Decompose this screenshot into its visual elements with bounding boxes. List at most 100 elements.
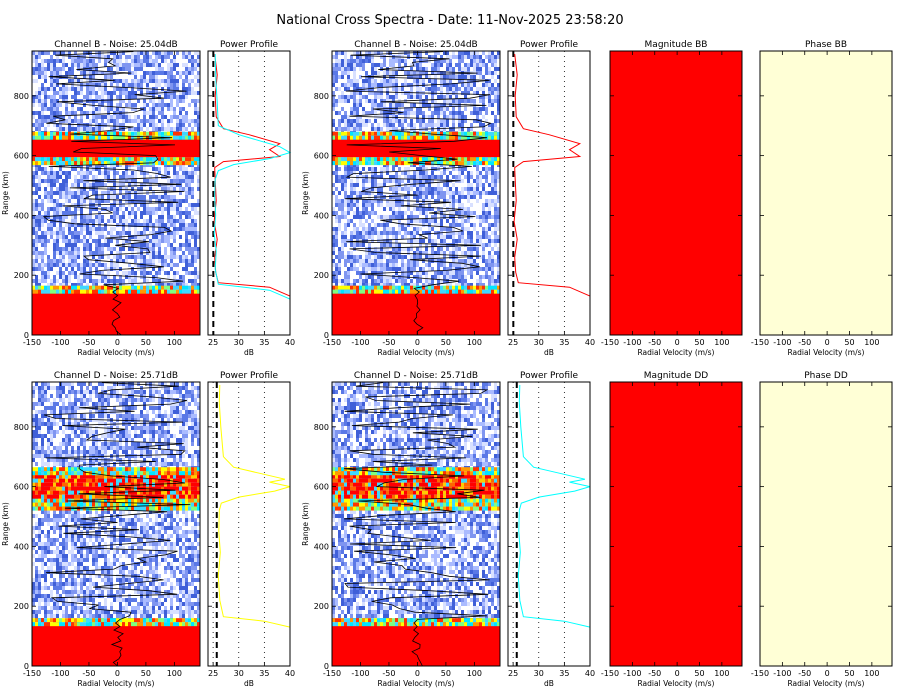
noise-cell xyxy=(395,67,398,71)
x-tick-label: 0 xyxy=(115,338,120,347)
noise-cell xyxy=(341,187,344,191)
noise-cell xyxy=(197,175,200,179)
band-cell xyxy=(173,131,176,136)
noise-cell xyxy=(176,103,179,107)
noise-cell xyxy=(86,95,89,99)
noise-cell xyxy=(122,115,125,119)
noise-cell xyxy=(425,171,428,175)
band-cell xyxy=(191,131,194,136)
noise-cell xyxy=(74,183,77,187)
noise-cell xyxy=(122,187,125,191)
noise-cell xyxy=(443,107,446,111)
noise-cell xyxy=(491,51,494,55)
noise-cell xyxy=(158,247,161,251)
noise-cell xyxy=(95,127,98,131)
noise-cell xyxy=(455,111,458,115)
noise-cell xyxy=(365,59,368,63)
noise-cell xyxy=(170,99,173,103)
noise-cell xyxy=(146,219,149,223)
noise-cell xyxy=(107,119,110,123)
noise-cell xyxy=(473,91,476,95)
noise-cell xyxy=(479,219,482,223)
noise-cell xyxy=(191,283,194,287)
noise-cell xyxy=(113,171,116,175)
noise-cell xyxy=(50,199,53,203)
noise-cell xyxy=(392,63,395,67)
noise-cell xyxy=(338,127,341,131)
noise-cell xyxy=(119,67,122,71)
noise-cell xyxy=(434,75,437,79)
noise-cell xyxy=(401,127,404,131)
noise-cell xyxy=(182,95,185,99)
noise-cell xyxy=(377,199,380,203)
noise-cell xyxy=(92,107,95,111)
noise-cell xyxy=(440,59,443,63)
band-cell xyxy=(92,161,95,166)
noise-cell xyxy=(62,255,65,259)
band-cell xyxy=(110,135,113,140)
noise-cell xyxy=(497,107,500,111)
band-cell xyxy=(182,135,185,140)
noise-cell xyxy=(134,79,137,83)
noise-cell xyxy=(47,183,50,187)
noise-cell xyxy=(422,123,425,127)
noise-cell xyxy=(464,187,467,191)
noise-cell xyxy=(449,215,452,219)
noise-cell xyxy=(62,231,65,235)
noise-cell xyxy=(173,239,176,243)
band-cell xyxy=(59,285,62,290)
noise-cell xyxy=(110,71,113,75)
noise-cell xyxy=(98,83,101,87)
noise-cell xyxy=(419,171,422,175)
noise-cell xyxy=(140,171,143,175)
noise-cell xyxy=(389,79,392,83)
noise-cell xyxy=(77,107,80,111)
noise-cell xyxy=(410,179,413,183)
noise-cell xyxy=(344,123,347,127)
noise-cell xyxy=(35,283,38,287)
noise-cell xyxy=(140,67,143,71)
noise-cell xyxy=(416,55,419,59)
band-cell xyxy=(143,157,146,162)
noise-cell xyxy=(152,119,155,123)
noise-cell xyxy=(347,203,350,207)
noise-cell xyxy=(68,123,71,127)
band-cell xyxy=(152,135,155,140)
noise-cell xyxy=(380,55,383,59)
noise-cell xyxy=(125,207,128,211)
noise-cell xyxy=(470,191,473,195)
noise-cell xyxy=(344,187,347,191)
noise-cell xyxy=(44,275,47,279)
noise-cell xyxy=(59,71,62,75)
noise-cell xyxy=(65,83,68,87)
noise-cell xyxy=(185,227,188,231)
noise-cell xyxy=(452,123,455,127)
noise-cell xyxy=(497,215,500,219)
noise-cell xyxy=(362,227,365,231)
noise-cell xyxy=(344,179,347,183)
noise-cell xyxy=(377,51,380,55)
band-cell xyxy=(152,285,155,290)
band-cell xyxy=(65,285,68,290)
noise-cell xyxy=(374,91,377,95)
noise-cell xyxy=(452,115,455,119)
noise-cell xyxy=(473,179,476,183)
noise-cell xyxy=(377,91,380,95)
noise-cell xyxy=(137,115,140,119)
noise-cell xyxy=(119,215,122,219)
band-cell xyxy=(107,289,110,294)
noise-cell xyxy=(347,59,350,63)
noise-cell xyxy=(191,255,194,259)
noise-cell xyxy=(32,171,35,175)
band-cell xyxy=(161,285,164,290)
noise-cell xyxy=(191,91,194,95)
noise-cell xyxy=(59,215,62,219)
noise-cell xyxy=(479,75,482,79)
noise-cell xyxy=(437,51,440,55)
band-cell xyxy=(53,131,56,136)
noise-cell xyxy=(449,179,452,183)
noise-cell xyxy=(80,119,83,123)
noise-cell xyxy=(422,71,425,75)
noise-cell xyxy=(149,179,152,183)
noise-cell xyxy=(341,175,344,179)
